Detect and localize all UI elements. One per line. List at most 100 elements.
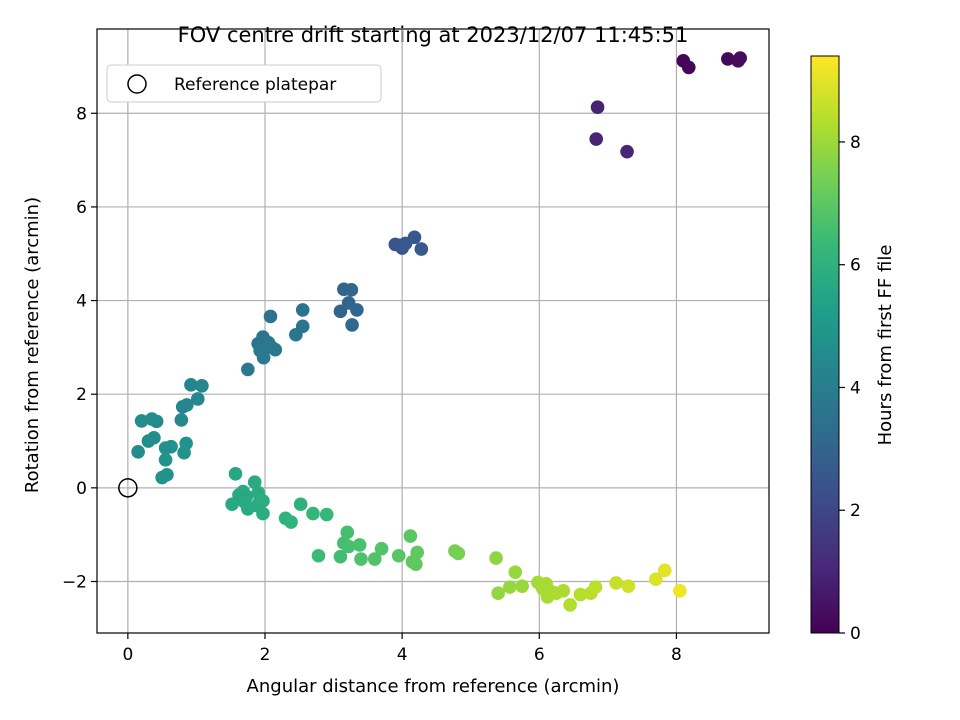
legend: Reference platepar (106, 64, 382, 103)
colorbar-tick-label: 8 (850, 133, 861, 153)
colorbar-ticks: 0 2 4 6 8 (839, 133, 861, 644)
colorbar: 0 2 4 6 8 Hours from first FF file (810, 55, 896, 644)
data-point (247, 475, 262, 490)
reference-platepar-marker (118, 478, 138, 498)
data-point (621, 579, 636, 593)
x-axis-label: Angular distance from reference (arcmin) (247, 676, 620, 697)
data-point (311, 548, 326, 563)
data-points (131, 51, 747, 612)
colorbar-bar (810, 55, 840, 634)
data-point (721, 52, 735, 66)
data-point (141, 434, 156, 448)
data-point (515, 579, 529, 593)
data-point (177, 445, 191, 460)
data-point (263, 309, 278, 324)
plot-area: 0 2 4 6 8 −2 0 2 4 6 8 (62, 28, 770, 665)
data-point (191, 392, 205, 406)
data-point (195, 378, 209, 393)
legend-box (106, 64, 382, 103)
y-tick-label: −2 (62, 572, 87, 592)
data-point (289, 327, 303, 342)
y-tick-label: 8 (76, 104, 87, 124)
data-point (256, 506, 270, 521)
data-point (657, 563, 672, 578)
data-point (503, 580, 517, 594)
data-point (241, 362, 255, 377)
plot-frame (96, 28, 770, 634)
data-point (410, 545, 425, 560)
colorbar-label: Hours from first FF file (875, 245, 896, 446)
data-point (256, 350, 271, 365)
data-point (350, 303, 364, 317)
data-point (293, 497, 308, 512)
data-point (228, 467, 243, 481)
data-point (352, 538, 367, 552)
data-point (409, 557, 423, 571)
data-point (158, 452, 173, 467)
data-point (733, 51, 747, 65)
data-point (354, 552, 368, 566)
data-point (556, 584, 571, 598)
data-point (620, 144, 634, 159)
data-point (344, 282, 359, 297)
x-tick-label: 0 (122, 645, 133, 665)
x-tick-label: 4 (397, 645, 408, 665)
data-point (268, 342, 283, 357)
y-tick-label: 0 (76, 479, 87, 499)
chart-title: FOV centre drift starting at 2023/12/07 … (178, 23, 689, 47)
y-tick-label: 2 (76, 385, 87, 405)
legend-label: Reference platepar (174, 75, 336, 95)
y-tick-label: 4 (76, 292, 87, 312)
y-axis-label: Rotation from reference (arcmin) (22, 197, 43, 493)
data-point (164, 439, 178, 454)
x-tick-label: 2 (260, 645, 271, 665)
data-point (673, 584, 687, 598)
data-point (367, 552, 382, 566)
data-point (225, 497, 239, 512)
data-point (155, 470, 169, 485)
grid (97, 29, 769, 633)
data-point (184, 378, 198, 392)
data-point (588, 580, 603, 594)
x-tick-label: 8 (671, 645, 682, 665)
data-point (341, 539, 356, 554)
data-point (489, 551, 503, 565)
data-point (451, 546, 466, 561)
data-point (649, 572, 663, 586)
data-point (609, 576, 623, 590)
data-point (345, 318, 359, 332)
data-point (256, 494, 270, 508)
data-point (174, 413, 189, 427)
data-point (508, 565, 523, 579)
data-point (407, 230, 422, 245)
x-tick-label: 6 (534, 645, 545, 665)
x-axis-ticks: 0 2 4 6 8 (122, 633, 682, 665)
data-point (306, 506, 320, 521)
data-point (403, 529, 418, 543)
legend-reference-marker (127, 74, 147, 94)
data-point (149, 414, 164, 429)
data-point (180, 398, 194, 412)
colorbar-tick-label: 0 (850, 624, 861, 644)
data-point (414, 242, 429, 256)
data-point (340, 525, 355, 540)
colorbar-tick-label: 2 (850, 501, 861, 521)
data-point (681, 60, 696, 75)
data-point (134, 414, 149, 428)
data-point (284, 515, 298, 529)
y-tick-label: 6 (76, 198, 87, 218)
data-point (131, 445, 145, 459)
data-point (590, 100, 605, 114)
data-point (391, 548, 406, 563)
data-point (589, 132, 603, 146)
data-point (333, 549, 348, 564)
data-point (374, 541, 389, 556)
data-point (319, 507, 334, 522)
data-point (333, 304, 348, 319)
data-point (573, 587, 588, 602)
data-point (491, 586, 505, 601)
data-point (563, 598, 577, 612)
colorbar-tick-label: 6 (850, 256, 861, 276)
y-axis-ticks: −2 0 2 4 6 8 (62, 104, 97, 592)
